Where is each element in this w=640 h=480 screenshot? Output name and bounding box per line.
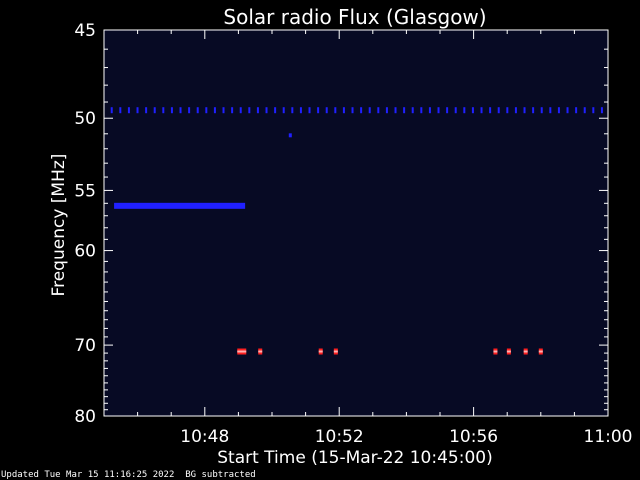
feature-dot <box>428 107 431 114</box>
burst-core <box>318 350 323 353</box>
update-footer: Updated Tue Mar 15 11:16:25 2022 BG subt… <box>1 470 256 480</box>
x-tick-label: 11:00 <box>584 427 633 447</box>
feature-dot <box>274 107 277 114</box>
burst-core <box>333 350 338 353</box>
x-tick-label: 10:48 <box>180 427 229 447</box>
feature-dot <box>222 107 225 114</box>
feature-dot <box>489 107 492 114</box>
plot-frame <box>103 29 609 417</box>
feature-dot <box>360 107 363 114</box>
feature-dot <box>239 107 242 114</box>
feature-dot <box>471 107 474 114</box>
burst-core <box>258 350 263 353</box>
y-axis-title: Frequency [MHz] <box>49 154 69 297</box>
burst-core <box>506 350 511 353</box>
spectrogram-features <box>110 107 603 355</box>
feature-dot <box>420 107 423 114</box>
feature-dot <box>196 107 199 114</box>
burst-core <box>237 350 247 353</box>
feature-dot <box>514 107 517 114</box>
feature-dot <box>153 107 156 114</box>
feature-dot <box>179 107 182 114</box>
burst-core <box>538 350 543 353</box>
plot-area <box>104 30 608 416</box>
feature-dot <box>162 107 165 114</box>
feature-dot <box>205 107 208 114</box>
feature-dot <box>170 107 173 114</box>
feature-dot <box>299 107 302 114</box>
y-tick-label: 80 <box>74 407 96 427</box>
y-tick-label: 50 <box>74 109 96 129</box>
feature-dot <box>334 107 337 114</box>
feature-dot <box>532 107 535 114</box>
feature-dot <box>291 107 294 114</box>
feature-dot <box>145 107 148 114</box>
feature-dot <box>523 107 526 114</box>
y-tick-label: 60 <box>74 242 96 262</box>
feature-dot <box>231 107 234 114</box>
burst-core <box>493 350 498 353</box>
feature-dot <box>308 107 311 114</box>
y-tick-label: 70 <box>74 336 96 356</box>
feature-dot <box>325 107 328 114</box>
feature-dot <box>506 107 509 114</box>
feature-dot <box>394 107 397 114</box>
feature-dot <box>248 107 251 114</box>
burst-core <box>523 350 528 353</box>
feature-dot <box>136 107 139 114</box>
feature-interference-bursts <box>237 348 543 355</box>
feature-dot <box>583 107 586 114</box>
feature-dot <box>127 107 130 114</box>
x-axis-title: Start Time (15-Mar-22 10:45:00) <box>217 448 492 468</box>
feature-dot <box>557 107 560 114</box>
feature-dot <box>351 107 354 114</box>
updated-timestamp: Updated Tue Mar 15 11:16:25 2022 <box>1 470 175 480</box>
chart-title: Solar radio Flux (Glasgow) <box>223 5 486 29</box>
feature-dot <box>368 107 371 114</box>
y-tick-label: 45 <box>74 21 96 41</box>
feature-dot <box>256 107 259 114</box>
feature-dot <box>454 107 457 114</box>
feature-dot <box>119 107 122 114</box>
feature-dot <box>480 107 483 114</box>
feature-dot <box>497 107 500 114</box>
feature-dot <box>549 107 552 114</box>
x-tick-label: 10:56 <box>449 427 498 447</box>
feature-dot <box>342 107 345 114</box>
feature-dot <box>411 107 414 114</box>
x-tick-label: 10:52 <box>315 427 364 447</box>
axis-ticks: 45 50 55 60 70 80 10:48 10:52 10:56 11:00 <box>74 21 632 447</box>
feature-dot <box>592 107 595 114</box>
feature-dot <box>377 107 380 114</box>
feature-dot <box>540 107 543 114</box>
feature-dot <box>575 107 578 114</box>
feature-dot <box>463 107 466 114</box>
background-note: BG subtracted <box>185 470 256 480</box>
feature-broadband-line <box>114 202 246 209</box>
feature-dot <box>317 107 320 114</box>
y-tick-label: 55 <box>74 181 96 201</box>
feature-dot <box>446 107 449 114</box>
feature-isolated-point <box>288 133 292 138</box>
feature-dot <box>188 107 191 114</box>
feature-dot <box>600 107 603 114</box>
feature-dot <box>265 107 268 114</box>
feature-persistent-emission <box>110 107 603 114</box>
feature-dot <box>213 107 216 114</box>
feature-dot <box>403 107 406 114</box>
feature-dot <box>566 107 569 114</box>
feature-dot <box>385 107 388 114</box>
feature-dot <box>282 107 285 114</box>
feature-dot <box>110 107 113 114</box>
feature-dot <box>437 107 440 114</box>
